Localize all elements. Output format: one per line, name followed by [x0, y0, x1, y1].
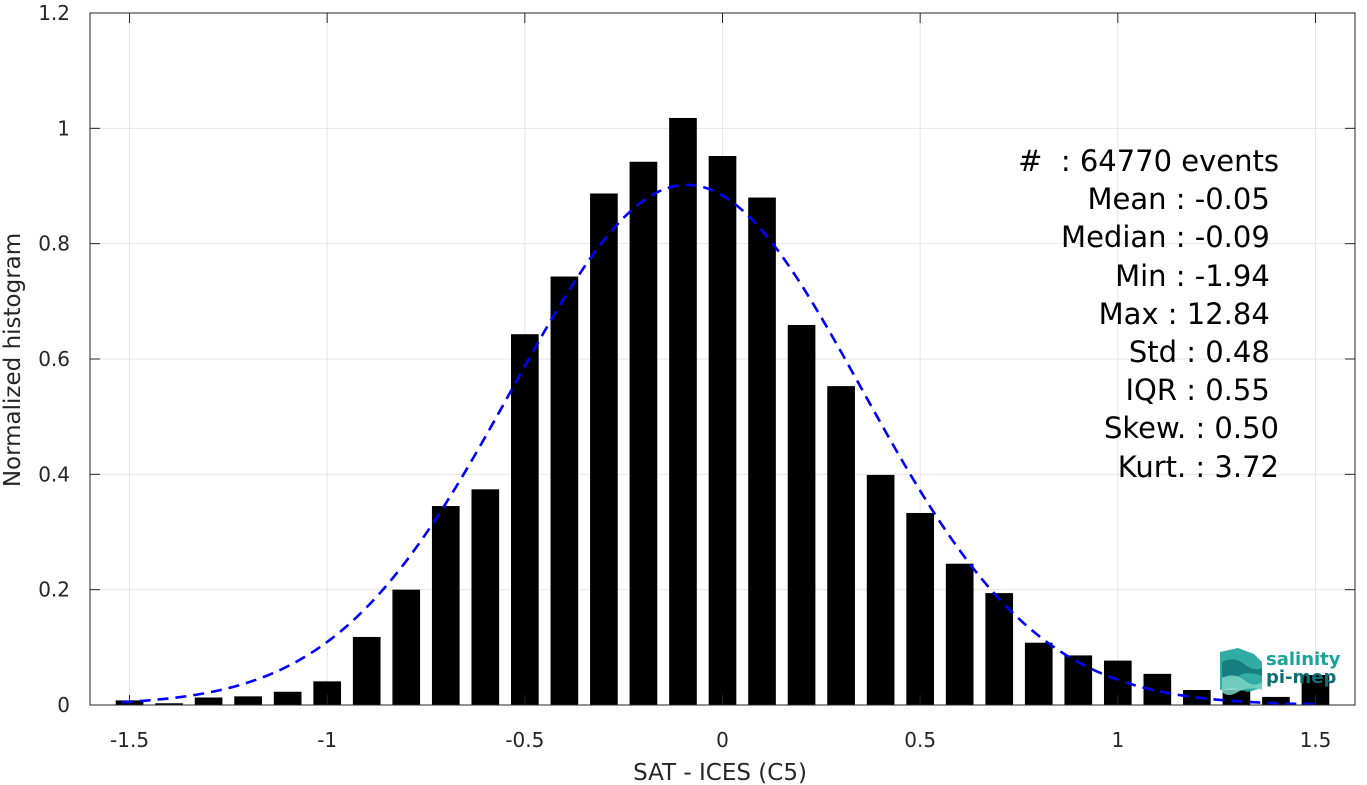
- x-axis-ticks: -1.5 -1 -0.5 0 0.5 1 1.5: [110, 13, 1331, 752]
- stat-min: Min : -1.94: [1115, 258, 1279, 293]
- x-tick-label: 1: [1111, 728, 1124, 752]
- histogram-bar: [906, 512, 934, 705]
- y-tick-label: 1.2: [38, 1, 70, 25]
- histogram-bar: [669, 117, 697, 706]
- logo-text-pimep: pi-mep: [1266, 667, 1337, 688]
- histogram-bar: [471, 489, 500, 705]
- stat-kurtosis: Kurt. : 3.72: [1117, 449, 1279, 484]
- histogram-bar: [985, 593, 1014, 705]
- histogram-bar: [1024, 642, 1053, 705]
- histogram-bar: [352, 636, 381, 705]
- gaussian-fit-curve: [121, 183, 1316, 706]
- logo-wave-icon: [1220, 648, 1262, 695]
- y-tick-label: 0.4: [38, 462, 70, 486]
- x-tick-label: 1.5: [1300, 728, 1332, 752]
- stat-max: Max : 12.84: [1098, 296, 1279, 331]
- statistics-annotation: # : 64770 events Mean : -0.05 Median : -…: [1018, 142, 1279, 486]
- histogram-bar: [590, 193, 618, 705]
- histogram-bars: [115, 117, 1330, 706]
- y-tick-label: 1: [57, 116, 70, 140]
- y-tick-label: 0.6: [38, 347, 70, 371]
- histogram-bar: [194, 697, 223, 705]
- histogram-bar: [273, 691, 302, 705]
- histogram-bar: [866, 474, 895, 705]
- histogram-bar: [787, 324, 816, 705]
- x-tick-label: 0.5: [904, 728, 936, 752]
- x-tick-label: -1.5: [110, 728, 149, 752]
- salinity-pimep-logo: salinity pi-mep: [1218, 646, 1348, 696]
- logo-text-salinity: salinity: [1266, 649, 1341, 670]
- histogram-bar: [511, 334, 539, 705]
- x-tick-label: 0: [716, 728, 729, 752]
- x-tick-label: -0.5: [505, 728, 544, 752]
- x-tick-label: -1: [317, 728, 337, 752]
- y-axis-title: Normalized histogram: [0, 233, 26, 487]
- histogram-bar: [550, 276, 579, 705]
- y-axis-ticks: 0 0.2 0.4 0.6 0.8 1 1.2: [38, 1, 1355, 717]
- stat-iqr: IQR : 0.55: [1125, 373, 1279, 408]
- histogram-bar: [234, 696, 262, 705]
- y-tick-label: 0.2: [38, 578, 70, 602]
- histogram-bar: [629, 161, 658, 705]
- stat-skewness: Skew. : 0.50: [1103, 411, 1279, 446]
- histogram-bar: [1262, 696, 1290, 705]
- histogram-bar: [708, 156, 737, 706]
- stat-event-count: # : 64770 events: [1018, 144, 1279, 178]
- histogram-bar: [945, 563, 974, 705]
- histogram-bar: [313, 681, 342, 705]
- stat-std: Std : 0.48: [1128, 335, 1279, 370]
- x-axis-title: SAT - ICES (C5): [633, 760, 807, 785]
- histogram-bar: [155, 703, 183, 705]
- stat-mean: Mean : -0.05: [1087, 182, 1279, 217]
- stat-median: Median : -0.09: [1061, 220, 1279, 255]
- histogram-bar: [827, 386, 855, 705]
- y-tick-label: 0: [57, 693, 70, 717]
- histogram-bar: [392, 589, 421, 705]
- histogram-bar: [431, 506, 460, 705]
- y-tick-label: 0.8: [38, 232, 70, 256]
- histogram-bar: [1064, 655, 1093, 705]
- histogram-bar: [748, 197, 776, 706]
